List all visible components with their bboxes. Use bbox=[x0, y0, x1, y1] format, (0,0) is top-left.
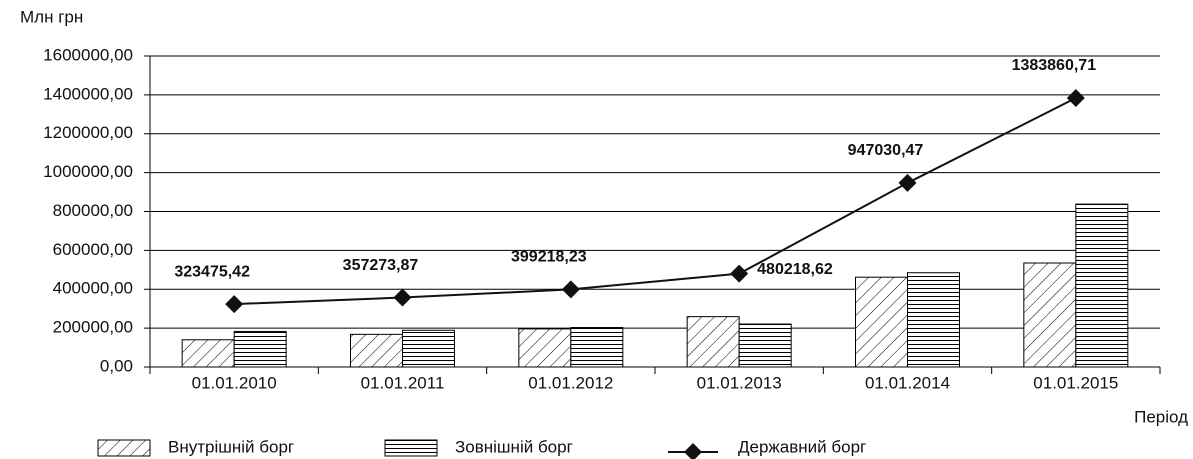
bar bbox=[518, 328, 572, 368]
y-tick-label: 200000,00 bbox=[53, 318, 133, 337]
legend-marker bbox=[684, 443, 702, 459]
bar bbox=[350, 333, 403, 368]
bar bbox=[1075, 203, 1129, 368]
marker bbox=[730, 264, 749, 283]
legend-label: Державний борг bbox=[738, 437, 866, 456]
x-tick-label: 01.01.2011 bbox=[361, 373, 445, 392]
bar bbox=[686, 316, 740, 368]
value-label: 399218,23 bbox=[511, 249, 587, 266]
marker bbox=[1066, 89, 1085, 108]
x-tick-label: 01.01.2010 bbox=[192, 373, 277, 392]
bar bbox=[855, 276, 908, 368]
x-tick-label: 01.01.2015 bbox=[1033, 373, 1118, 392]
x-tick-label: 01.01.2013 bbox=[697, 373, 782, 392]
y-tick-label: 1400000,00 bbox=[43, 84, 133, 103]
bar bbox=[233, 330, 287, 368]
marker bbox=[225, 295, 244, 314]
bar bbox=[907, 272, 960, 368]
bar bbox=[402, 329, 455, 368]
y-axis-label: Млн грн bbox=[20, 7, 83, 26]
value-label: 947030,47 bbox=[848, 142, 924, 159]
marker bbox=[561, 280, 580, 299]
line bbox=[234, 97, 1077, 306]
value-label: 357273,87 bbox=[343, 257, 419, 274]
value-label: 1383860,71 bbox=[1012, 57, 1097, 74]
y-tick-label: 0,00 bbox=[100, 356, 133, 375]
legend-swatch bbox=[384, 439, 438, 457]
y-tick-label: 400000,00 bbox=[53, 279, 133, 298]
x-axis-label: Період bbox=[1134, 407, 1188, 426]
legend-swatch bbox=[97, 439, 151, 457]
legend-label: Зовнішній борг bbox=[455, 437, 573, 456]
marker bbox=[393, 288, 412, 307]
legend-label: Внутрішній борг bbox=[168, 437, 294, 456]
y-tick-label: 1600000,00 bbox=[43, 45, 133, 64]
y-tick-label: 1200000,00 bbox=[43, 123, 133, 142]
y-tick-label: 800000,00 bbox=[53, 201, 133, 220]
x-tick-label: 01.01.2014 bbox=[865, 373, 950, 392]
y-tick-label: 600000,00 bbox=[53, 240, 133, 259]
bar bbox=[181, 339, 235, 368]
y-tick-label: 1000000,00 bbox=[43, 162, 133, 181]
x-tick-label: 01.01.2012 bbox=[528, 373, 613, 392]
bar bbox=[1023, 262, 1077, 368]
bar bbox=[738, 323, 792, 368]
bar bbox=[570, 327, 624, 368]
value-label: 323475,42 bbox=[174, 263, 250, 280]
marker bbox=[898, 173, 917, 192]
value-label: 480218,62 bbox=[757, 261, 833, 278]
